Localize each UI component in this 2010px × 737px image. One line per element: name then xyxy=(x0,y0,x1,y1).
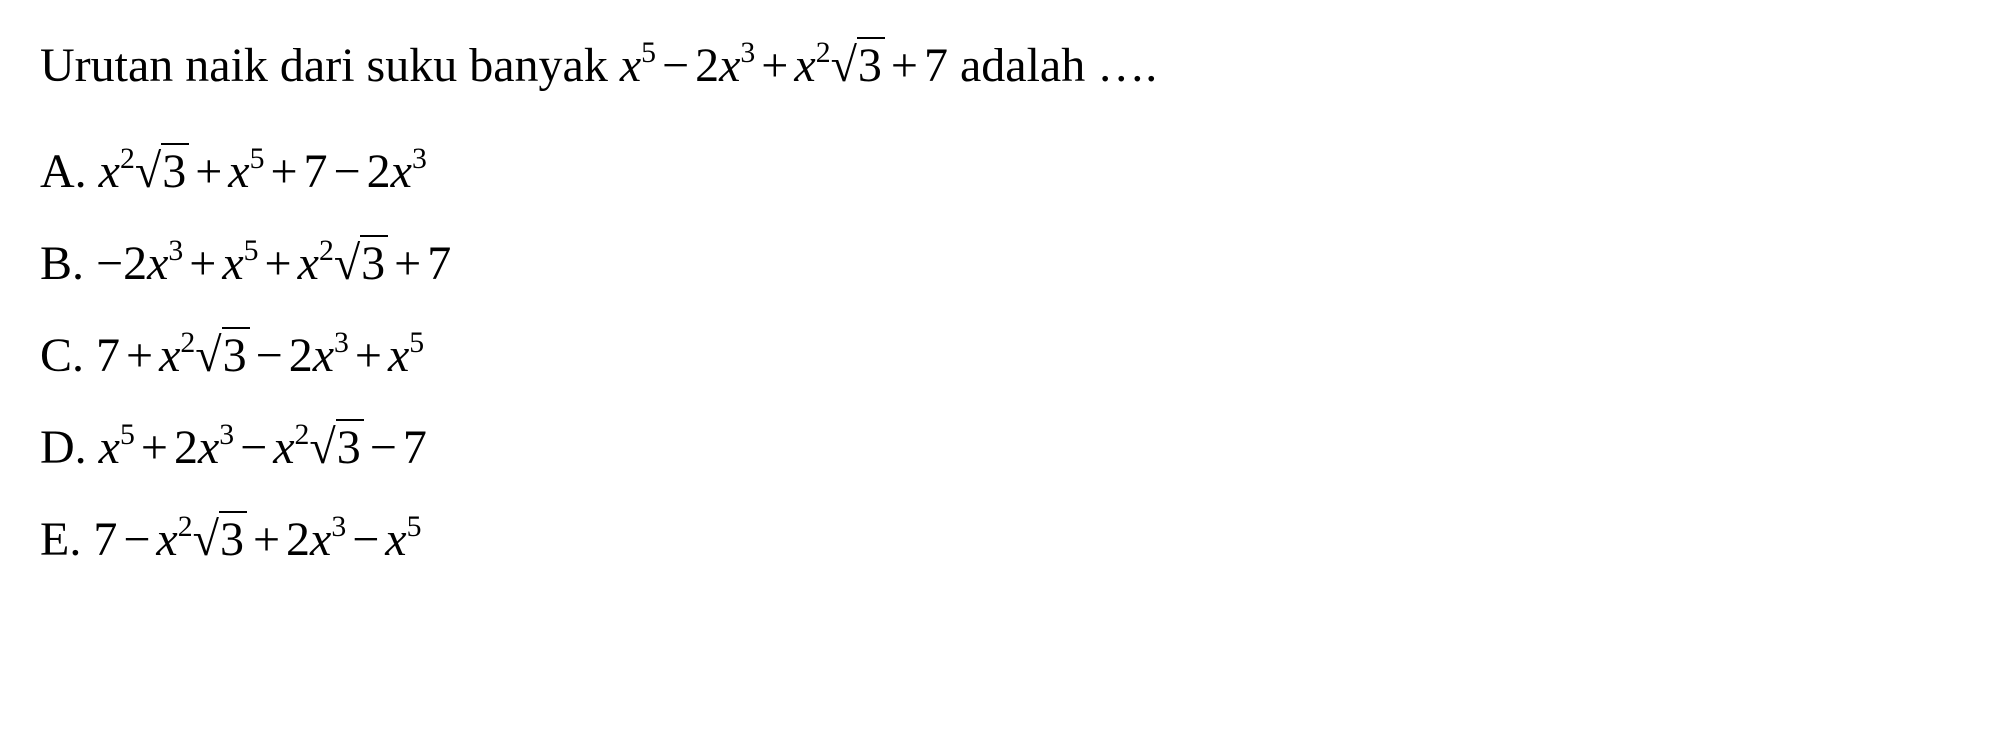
option-a-expression: x23+x5+7−2x3 xyxy=(99,136,427,208)
option-b-label: B. xyxy=(40,228,84,300)
question-expression: x5−2x3+x23+7 xyxy=(620,39,948,92)
option-c: C. 7+x23−2x3+x5 xyxy=(40,320,1970,392)
option-c-expression: 7+x23−2x3+x5 xyxy=(96,320,424,392)
question-text: Urutan naik dari suku banyak x5−2x3+x23+… xyxy=(40,30,1970,102)
option-d: D. x5+2x3−x23−7 xyxy=(40,412,1970,484)
option-c-label: C. xyxy=(40,320,84,392)
option-d-label: D. xyxy=(40,412,87,484)
option-e-label: E. xyxy=(40,504,81,576)
option-b: B. −2x3+x5+x23+7 xyxy=(40,228,1970,300)
question-prefix: Urutan naik dari suku banyak xyxy=(40,39,620,92)
option-a-label: A. xyxy=(40,136,87,208)
option-b-expression: −2x3+x5+x23+7 xyxy=(96,228,451,300)
question-suffix: adalah …. xyxy=(948,39,1157,92)
option-d-expression: x5+2x3−x23−7 xyxy=(99,412,427,484)
option-a: A. x23+x5+7−2x3 xyxy=(40,136,1970,208)
option-e-expression: 7−x23+2x3−x5 xyxy=(93,504,421,576)
option-e: E. 7−x23+2x3−x5 xyxy=(40,504,1970,576)
options-list: A. x23+x5+7−2x3 B. −2x3+x5+x23+7 C. 7+x2… xyxy=(40,136,1970,576)
